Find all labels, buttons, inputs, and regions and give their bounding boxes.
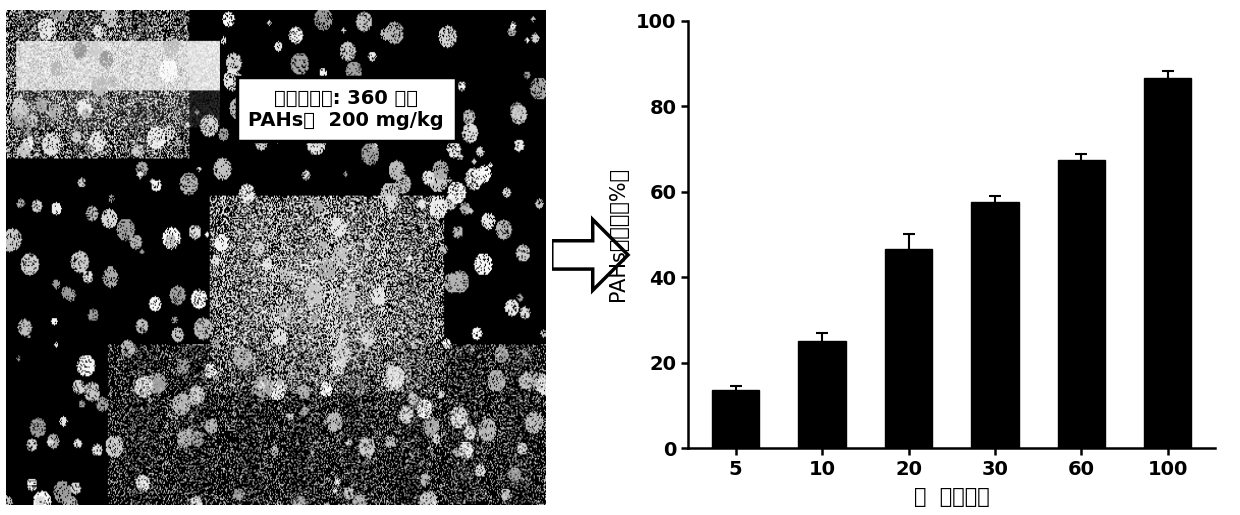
Bar	[885, 249, 932, 448]
X-axis label: 时  间（天）: 时 间（天）	[914, 487, 990, 507]
Y-axis label: PAHs去除率（%）: PAHs去除率（%）	[608, 167, 627, 301]
Text: 修复土方量: 360 立方
PAHs：  200 mg/kg: 修复土方量: 360 立方 PAHs： 200 mg/kg	[248, 89, 444, 130]
Bar	[1145, 78, 1192, 448]
FancyArrow shape	[552, 219, 629, 290]
Bar	[712, 390, 759, 448]
Bar	[799, 341, 846, 448]
Bar	[971, 202, 1018, 448]
Bar	[1058, 160, 1105, 448]
